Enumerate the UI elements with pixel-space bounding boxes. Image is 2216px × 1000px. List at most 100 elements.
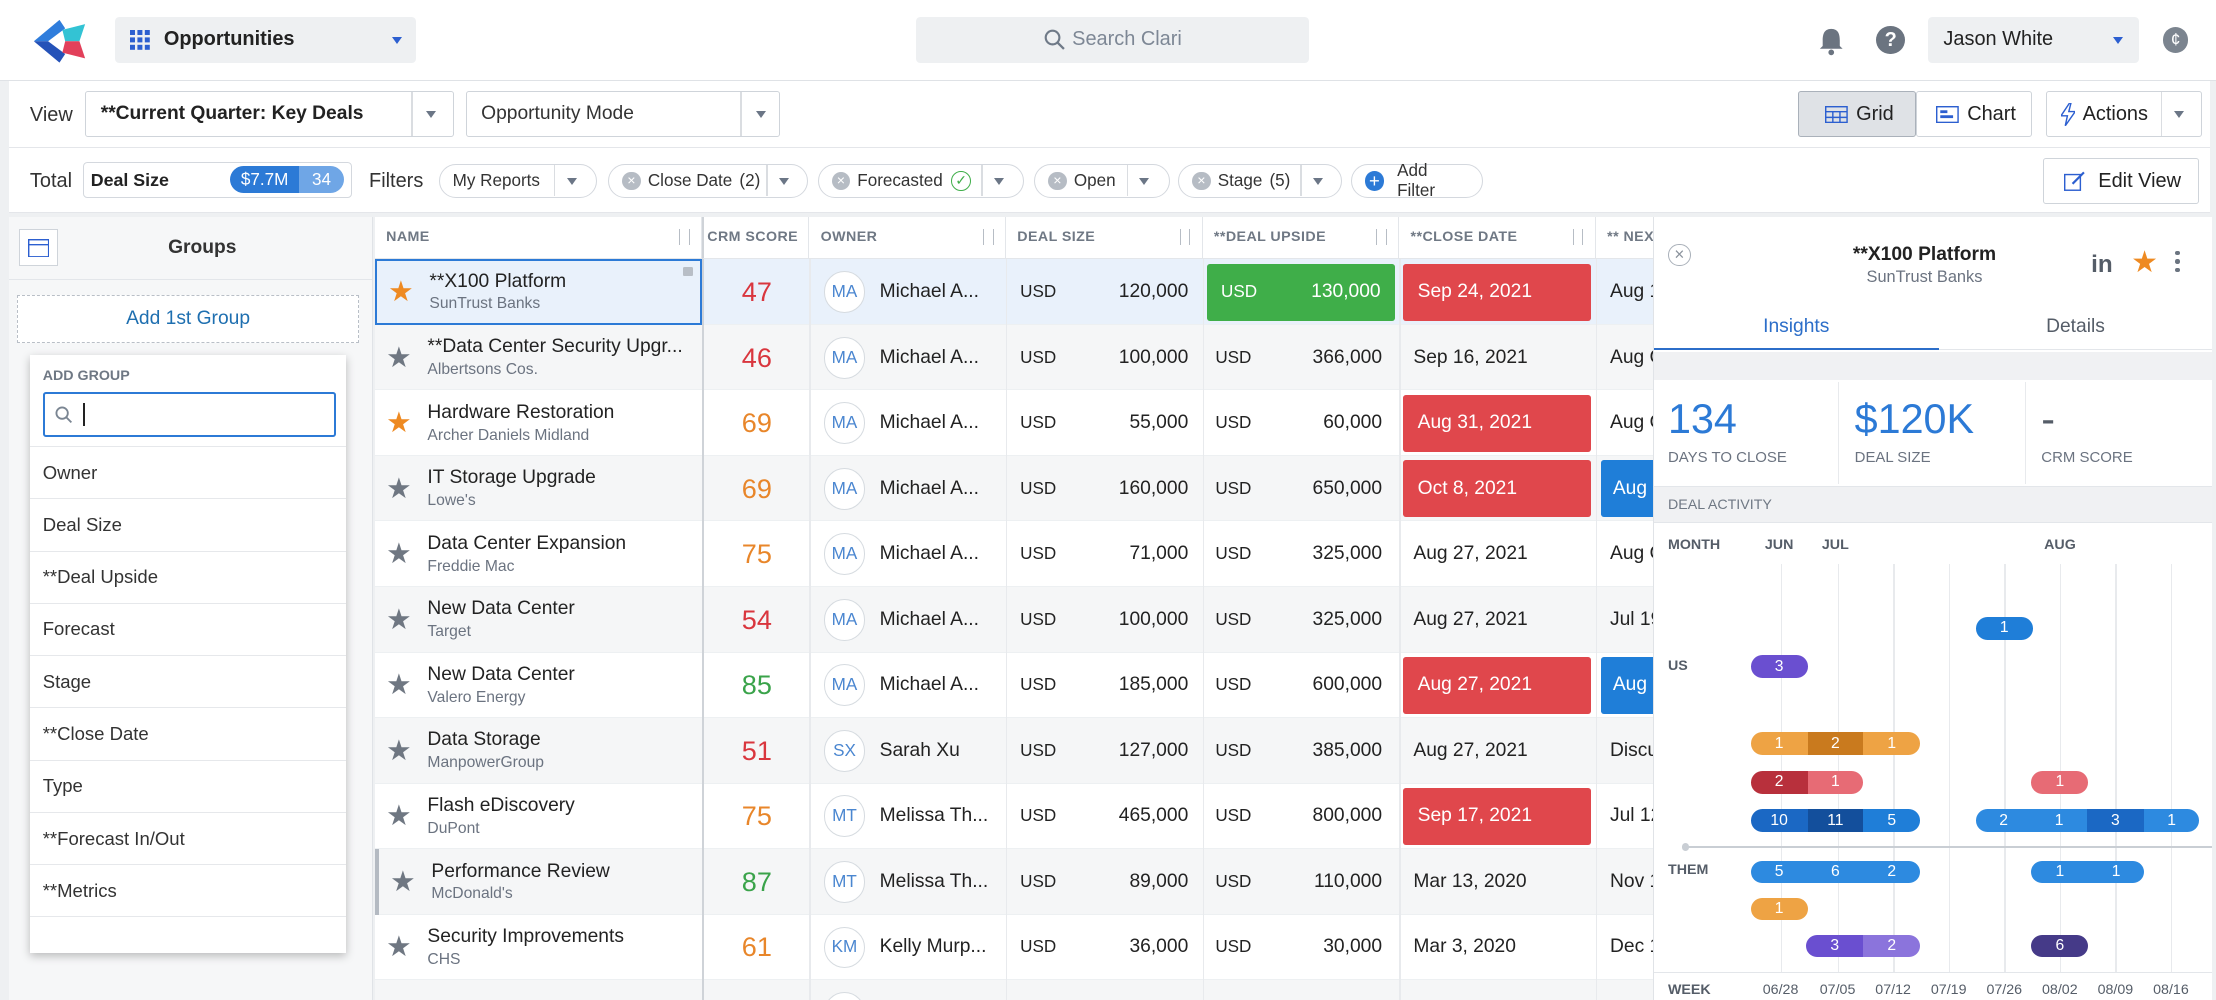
close-date-cell[interactable]: Aug 27, 2021: [1413, 543, 1528, 565]
mode-selector[interactable]: Opportunity Mode: [465, 91, 780, 138]
opportunity-name-cell[interactable]: ★ Data Center Expansion Freddie Mac: [375, 521, 703, 587]
edit-view-button[interactable]: Edit View: [2043, 158, 2200, 205]
add-first-group-button[interactable]: Add 1st Group: [17, 294, 360, 344]
column-drag-handle-icon[interactable]: [1572, 229, 1584, 246]
group-option[interactable]: Forecast: [29, 604, 347, 657]
deal-size-cell[interactable]: USD 100,000: [1006, 587, 1203, 653]
opportunity-name[interactable]: **X100 Platform: [429, 270, 567, 292]
module-selector[interactable]: Opportunities: [115, 17, 417, 63]
filter-open[interactable]: × Open: [1034, 163, 1170, 199]
owner-cell[interactable]: MA Michael A...: [809, 587, 1006, 653]
activity-segment[interactable]: 3: [1750, 655, 1808, 679]
deal-size-cell[interactable]: USD 185,000: [1006, 653, 1203, 719]
owner-cell[interactable]: MA Michael A...: [809, 390, 1006, 456]
activity-segment[interactable]: 1: [2031, 770, 2089, 794]
next-step-cell[interactable]: Discu: [1610, 739, 1653, 761]
favorite-star-icon[interactable]: ★: [390, 865, 416, 898]
linkedin-icon[interactable]: in: [2091, 250, 2113, 278]
favorite-star-icon[interactable]: ★: [386, 669, 412, 702]
remove-filter-icon[interactable]: ×: [622, 171, 641, 191]
owner-cell[interactable]: MA Michael A...: [809, 456, 1006, 522]
deal-upside-cell[interactable]: USD 385,000: [1203, 718, 1400, 784]
table-row[interactable]: ★ Hardware Restoration Archer Daniels Midl…: [374, 390, 1653, 456]
favorite-star-icon[interactable]: ★: [386, 800, 412, 833]
clari-logo-icon[interactable]: [31, 17, 88, 65]
close-date-cell[interactable]: [1399, 980, 1596, 1000]
close-date-cell[interactable]: Aug 27, 2021: [1403, 656, 1592, 714]
deal-upside-cell[interactable]: USD 60,000: [1203, 390, 1400, 456]
remove-filter-icon[interactable]: ×: [1048, 171, 1067, 191]
group-search-input[interactable]: [42, 391, 337, 438]
favorite-star-icon[interactable]: ★: [386, 341, 412, 374]
group-option[interactable]: **Deal Upside: [29, 552, 347, 604]
next-step-cell[interactable]: [1596, 980, 1653, 1000]
opportunity-name[interactable]: New Data Center: [427, 663, 575, 685]
remove-filter-icon[interactable]: ×: [1192, 171, 1211, 191]
add-filter-button[interactable]: + Add Filter: [1350, 161, 1484, 200]
deal-upside-cell[interactable]: USD 30,000: [1203, 915, 1400, 981]
opportunity-name-cell[interactable]: ★ New Data Center Target: [375, 587, 703, 653]
star-icon[interactable]: ★: [2131, 246, 2158, 280]
table-row[interactable]: ★ Data Center Expansion Freddie Mac 75 MA Mic…: [374, 521, 1653, 587]
close-date-cell[interactable]: Mar 3, 2020: [1413, 936, 1516, 958]
table-row[interactable]: ★ Flash eDiscovery DuPont 75 MT Melissa Th...…: [374, 783, 1653, 850]
column-header-owner[interactable]: OWNER: [809, 216, 1006, 260]
favorite-star-icon[interactable]: ★: [386, 734, 412, 767]
favorite-star-icon[interactable]: ★: [386, 407, 412, 440]
column-header-name[interactable]: NAME: [374, 216, 703, 260]
opportunity-name[interactable]: IT Storage Upgrade: [427, 467, 596, 489]
group-option[interactable]: Owner: [29, 447, 347, 500]
opportunity-name-cell[interactable]: ★ New Data Center Valero Energy: [375, 653, 703, 719]
next-step-cell[interactable]: Aug 1: [1601, 460, 1653, 518]
close-date-cell[interactable]: Sep 17, 2021: [1403, 787, 1592, 845]
currency-icon[interactable]: ¢: [2162, 27, 2189, 53]
activity-segment[interactable]: 1: [1975, 616, 2033, 640]
deal-size-cell[interactable]: USD 89,000: [1006, 849, 1203, 915]
opportunity-name-cell[interactable]: ★ Flash eDiscovery DuPont: [375, 784, 703, 850]
column-drag-handle-icon[interactable]: [982, 229, 994, 246]
opportunity-name-cell[interactable]: ★ Hardware Restoration Archer Daniels Midl…: [375, 390, 703, 456]
actions-button[interactable]: Actions: [2046, 91, 2202, 138]
column-header-close-date[interactable]: **CLOSE DATE: [1399, 216, 1596, 260]
close-date-cell[interactable]: Aug 31, 2021: [1403, 394, 1592, 452]
favorite-star-icon[interactable]: ★: [386, 538, 412, 571]
opportunity-name[interactable]: Data Storage: [427, 729, 541, 751]
opportunity-name[interactable]: Performance Review: [431, 860, 610, 882]
close-date-cell[interactable]: Aug 27, 2021: [1413, 739, 1528, 761]
deal-size-cell[interactable]: USD 71,000: [1006, 521, 1203, 587]
opportunity-name-cell[interactable]: ★ Performance Review McDonald's: [374, 849, 703, 915]
next-step-cell[interactable]: Nov 1: [1610, 870, 1653, 892]
favorite-star-icon[interactable]: ★: [386, 931, 412, 964]
next-step-cell[interactable]: Jul 19: [1610, 608, 1653, 630]
owner-cell[interactable]: MA Michael A...: [809, 521, 1006, 587]
bell-icon[interactable]: [1817, 26, 1845, 56]
group-option[interactable]: **Close Date: [29, 708, 347, 761]
deal-upside-cell[interactable]: USD 110,000: [1203, 849, 1400, 915]
opportunity-name[interactable]: New Data Center: [427, 598, 575, 620]
deal-size-cell[interactable]: USD 465,000: [1006, 784, 1203, 850]
more-options-icon[interactable]: [2175, 250, 2181, 273]
favorite-star-icon[interactable]: ★: [386, 603, 412, 636]
favorite-star-icon[interactable]: ★: [386, 472, 412, 505]
group-option[interactable]: **Forecast In/Out: [29, 813, 347, 866]
opportunity-name-cell[interactable]: ★ **Data Center Security Upgr... Albertson…: [375, 325, 703, 391]
column-header-crm-score[interactable]: CRM SCORE: [702, 216, 810, 260]
group-option[interactable]: Stage: [29, 656, 347, 709]
column-drag-handle-icon[interactable]: [1179, 229, 1191, 246]
table-row[interactable]: ★ New Data Center Target 54 MA Michael A... US…: [374, 587, 1653, 653]
next-step-cell[interactable]: Aug C: [1610, 543, 1653, 565]
next-step-cell[interactable]: Dec 1: [1610, 936, 1653, 958]
owner-cell[interactable]: MA Michael A...: [809, 653, 1006, 719]
table-row[interactable]: ★ New Data Center Valero Energy 85 MA Michael…: [374, 652, 1653, 719]
search-input[interactable]: Search Clari: [1072, 28, 1182, 51]
group-option[interactable]: Type: [29, 761, 347, 813]
remove-filter-icon[interactable]: ×: [831, 171, 851, 191]
view-selector[interactable]: **Current Quarter: Key Deals: [85, 91, 454, 138]
owner-cell[interactable]: KM Kelly Murp...: [809, 915, 1006, 981]
tab-insights[interactable]: Insights: [1653, 308, 1939, 351]
deal-size-cell[interactable]: USD 160,000: [1006, 456, 1203, 522]
